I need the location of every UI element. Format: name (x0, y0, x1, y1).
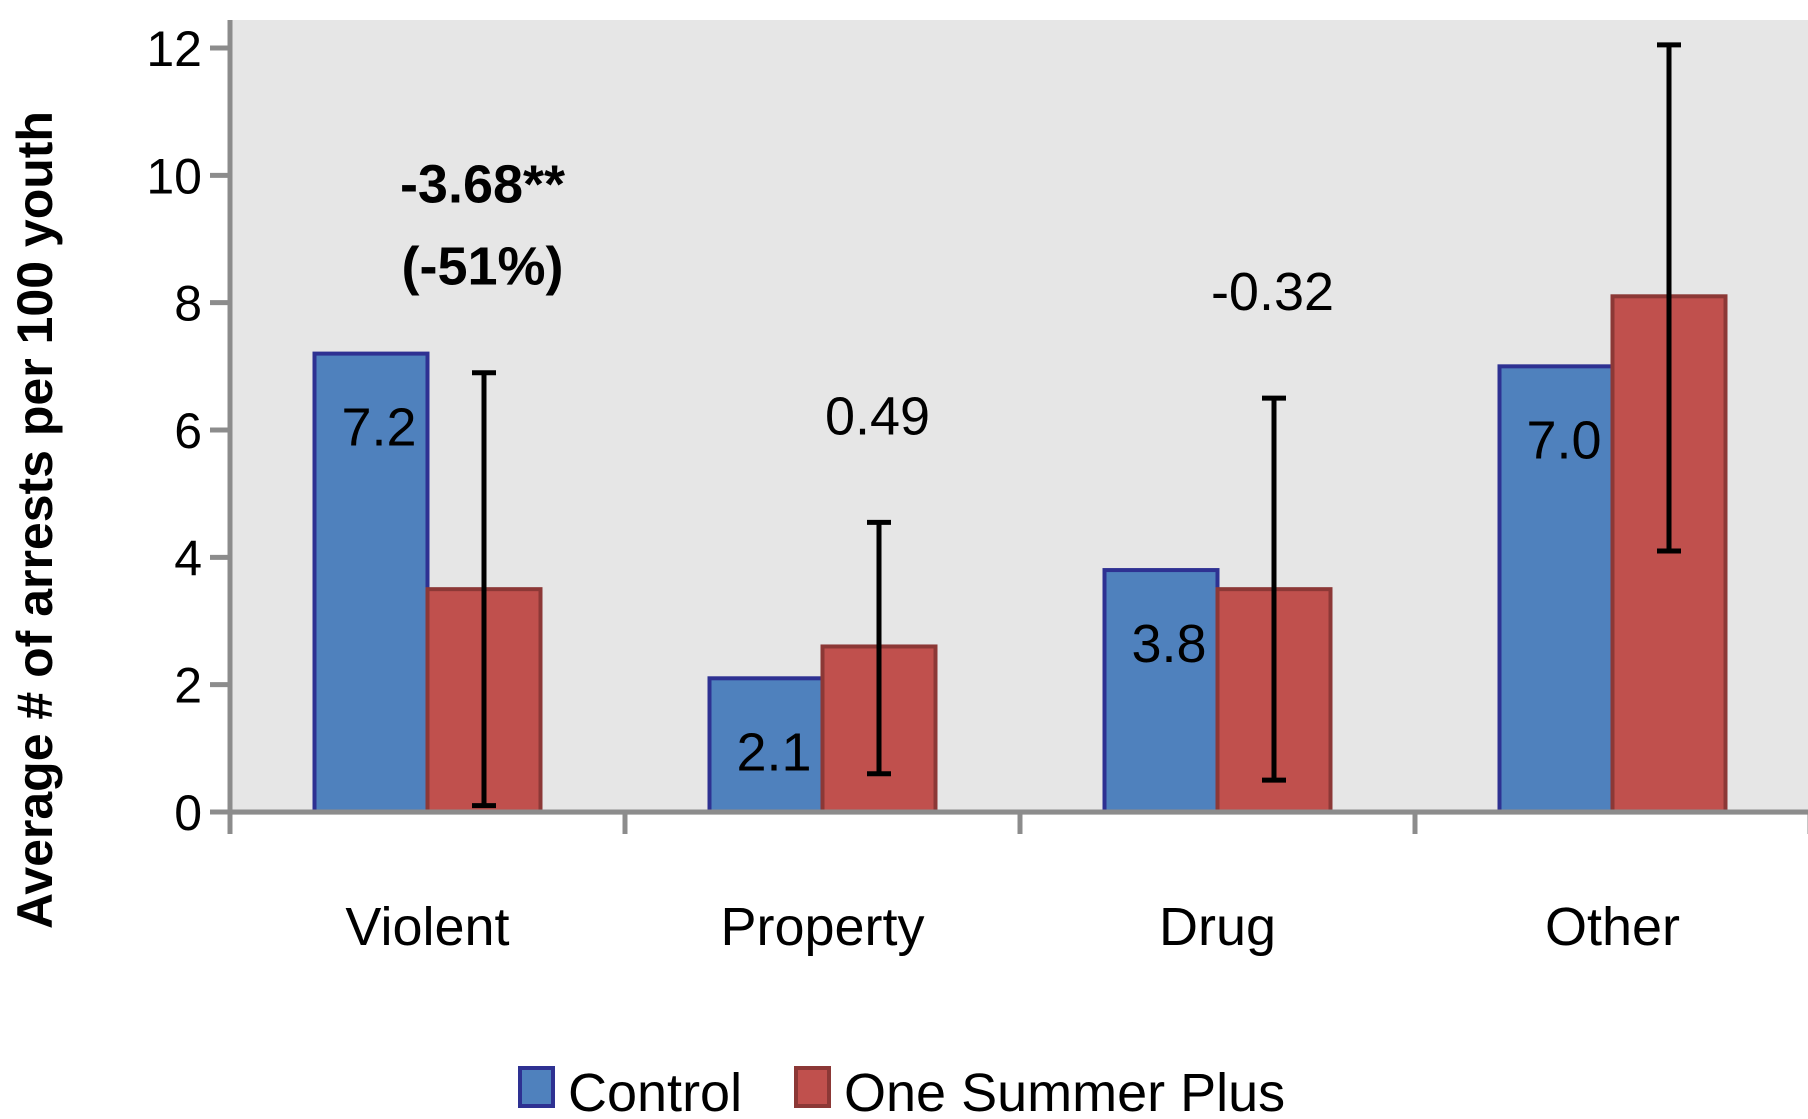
legend: Control One Summer Plus (518, 1063, 1285, 1119)
x-tick-label-other: Other (1545, 897, 1680, 957)
y-tick-label-0: 0 (174, 785, 202, 841)
x-tick-label-drug: Drug (1159, 897, 1276, 957)
y-tick-label-10: 10 (146, 148, 202, 204)
legend-swatch-control (518, 1066, 555, 1108)
bar-control-property (707, 676, 825, 814)
annotation-property-0: 0.49 (825, 386, 930, 446)
error-bar-drug (1262, 395, 1286, 783)
x-tick-label-property: Property (720, 897, 924, 957)
annotation-violent-1: (-51%) (401, 237, 563, 297)
data-label-control-property: 2.1 (736, 722, 811, 782)
legend-label-control: Control (568, 1063, 742, 1119)
error-bar-violent (472, 370, 496, 809)
y-tick-label-2: 2 (174, 658, 202, 714)
annotation-violent-0: -3.68** (400, 155, 565, 215)
error-bar-property (867, 519, 891, 777)
legend-label-one-summer-plus: One Summer Plus (844, 1063, 1285, 1119)
y-tick-label-4: 4 (174, 530, 202, 586)
y-axis-label: Average # of arrests per 100 youth (7, 111, 63, 929)
error-bar-other (1657, 42, 1681, 554)
legend-swatch-one-summer-plus (794, 1066, 831, 1108)
bar-control-violent (312, 351, 430, 814)
x-tick-label-violent: Violent (345, 897, 509, 957)
y-tick-label-8: 8 (174, 276, 202, 332)
axes-layer: 0 2 4 6 8 10 12 (146, 20, 1808, 841)
annotation-drug-0: -0.32 (1211, 262, 1334, 322)
data-label-control-violent: 7.2 (341, 398, 416, 458)
data-label-control-drug: 3.8 (1131, 614, 1206, 674)
labels-layer: Violent 7.2 -3.68** (-51%) Property 2.1 0.49 Dr… (341, 155, 1680, 957)
data-label-control-other: 7.0 (1526, 410, 1601, 470)
y-tick-label-6: 6 (174, 403, 202, 459)
error-bars-layer (472, 42, 1681, 809)
y-tick-label-12: 12 (146, 21, 202, 77)
bar-control-drug (1102, 568, 1220, 814)
